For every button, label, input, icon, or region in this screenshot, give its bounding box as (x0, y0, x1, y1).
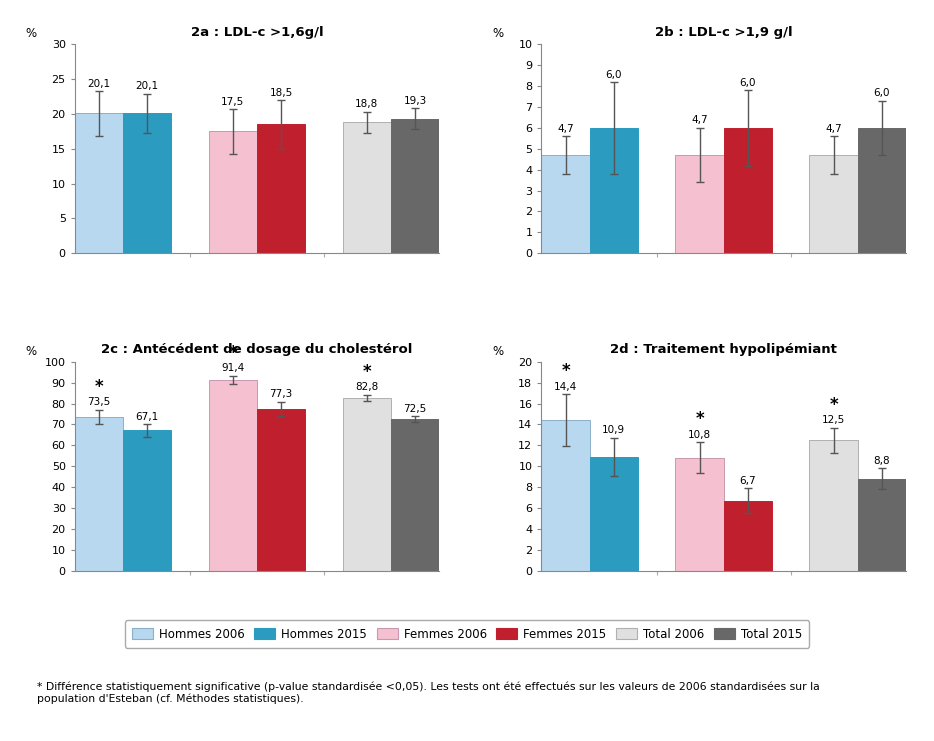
Y-axis label: %: % (492, 345, 503, 358)
Text: *: * (94, 378, 103, 396)
Bar (810, 440, 857, 571)
Text: 10,8: 10,8 (688, 430, 711, 439)
Text: 72,5: 72,5 (403, 404, 427, 413)
Text: 82,8: 82,8 (355, 382, 378, 392)
Bar (857, 479, 906, 571)
Legend: Hommes 2006, Hommes 2015, Femmes 2006, Femmes 2015, Total 2006, Total 2015: Hommes 2006, Hommes 2015, Femmes 2006, F… (125, 620, 809, 648)
Text: 6,0: 6,0 (740, 78, 756, 88)
Title: 2c : Antécédent de dosage du cholestérol: 2c : Antécédent de dosage du cholestérol (101, 344, 413, 356)
Text: 6,0: 6,0 (605, 70, 622, 79)
Bar (257, 124, 305, 253)
Bar (675, 155, 724, 253)
Text: 12,5: 12,5 (822, 415, 845, 425)
Bar (542, 420, 589, 571)
Bar (123, 113, 171, 253)
Bar (589, 456, 638, 571)
Bar (810, 155, 857, 253)
Bar (209, 131, 257, 253)
Bar (257, 409, 305, 571)
Text: 6,7: 6,7 (740, 476, 757, 485)
Bar (209, 379, 257, 571)
Y-axis label: %: % (492, 27, 503, 40)
Text: * Différence statistiquement significative (p-value standardisée <0,05). Les tes: * Différence statistiquement significati… (37, 682, 820, 705)
Text: 20,1: 20,1 (135, 82, 159, 91)
Text: 6,0: 6,0 (873, 88, 890, 99)
Y-axis label: %: % (25, 345, 36, 358)
Text: 67,1: 67,1 (135, 412, 159, 422)
Bar (123, 431, 171, 571)
Text: *: * (829, 396, 838, 413)
Text: 18,5: 18,5 (270, 87, 292, 98)
Bar (724, 501, 771, 571)
Bar (343, 122, 391, 253)
Bar (724, 128, 771, 253)
Text: *: * (695, 411, 704, 428)
Text: 19,3: 19,3 (403, 96, 427, 106)
Bar (675, 458, 724, 571)
Bar (75, 417, 123, 571)
Title: 2a : LDL-c >1,6g/l: 2a : LDL-c >1,6g/l (191, 26, 323, 39)
Text: 18,8: 18,8 (355, 99, 378, 110)
Bar (391, 119, 439, 253)
Text: *: * (362, 362, 371, 381)
Text: 4,7: 4,7 (691, 116, 708, 125)
Text: 4,7: 4,7 (558, 124, 573, 134)
Bar (542, 155, 589, 253)
Bar (857, 128, 906, 253)
Bar (589, 128, 638, 253)
Bar (75, 113, 123, 253)
Text: 91,4: 91,4 (221, 363, 245, 373)
Text: *: * (561, 362, 570, 380)
Text: 10,9: 10,9 (602, 425, 626, 436)
Text: 14,4: 14,4 (554, 382, 577, 392)
Text: 73,5: 73,5 (87, 397, 110, 408)
Title: 2b : LDL-c >1,9 g/l: 2b : LDL-c >1,9 g/l (655, 26, 792, 39)
Y-axis label: %: % (25, 27, 36, 40)
Text: 20,1: 20,1 (87, 79, 110, 89)
Text: 77,3: 77,3 (270, 389, 292, 399)
Text: *: * (229, 344, 237, 362)
Text: 8,8: 8,8 (873, 456, 890, 466)
Text: 17,5: 17,5 (221, 96, 245, 107)
Title: 2d : Traitement hypolipémiant: 2d : Traitement hypolipémiant (610, 344, 837, 356)
Bar (391, 419, 439, 571)
Text: 4,7: 4,7 (826, 124, 842, 134)
Bar (343, 398, 391, 571)
